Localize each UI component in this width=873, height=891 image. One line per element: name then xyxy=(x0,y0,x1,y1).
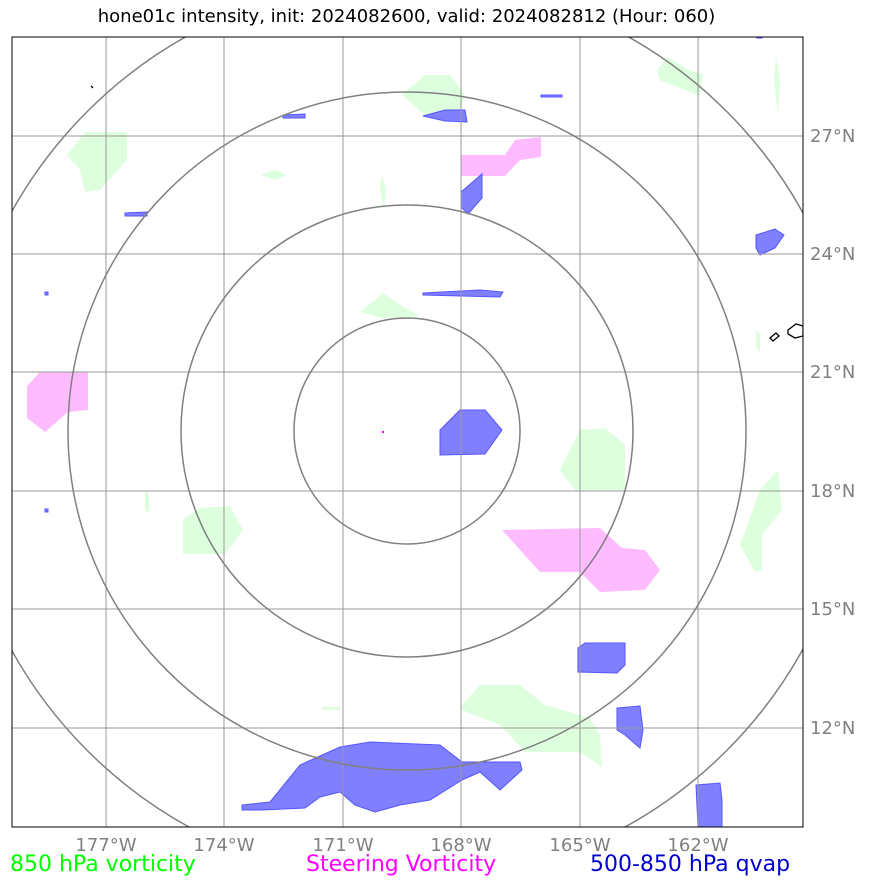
steering-vorticity-area xyxy=(502,528,660,592)
qvap-area xyxy=(422,109,468,123)
qvap-area xyxy=(241,741,523,813)
vorticity-850-area xyxy=(67,132,127,192)
qvap-area xyxy=(616,705,644,749)
steering-vorticity-area xyxy=(461,137,541,176)
vorticity-850-area xyxy=(657,57,703,96)
vorticity-850-area xyxy=(322,707,340,710)
map-title: hone01c intensity, init: 2024082600, val… xyxy=(97,6,716,27)
vorticity-850-area xyxy=(462,685,602,767)
lat-tick-label: 24°N xyxy=(810,244,855,265)
vorticity-850-area xyxy=(560,428,625,490)
lat-tick-label: 21°N xyxy=(810,362,855,383)
lat-tick-label: 12°N xyxy=(810,718,855,739)
coastlines xyxy=(90,85,803,342)
lon-tick-label: 168°W xyxy=(430,835,491,856)
qvap-area xyxy=(755,228,785,256)
latitude-tick-labels: 27°N 24°N 21°N 18°N 15°N 12°N xyxy=(810,126,855,739)
qvap-area xyxy=(124,211,148,217)
qvap-area xyxy=(44,291,49,296)
qvap-area xyxy=(460,172,483,215)
map-plot-area xyxy=(12,37,803,827)
coastline-island xyxy=(769,332,780,342)
vorticity-850-area xyxy=(756,330,760,352)
vorticity-850-area xyxy=(261,170,287,180)
lon-tick-label: 162°W xyxy=(667,835,728,856)
lon-tick-label: 174°W xyxy=(193,835,254,856)
coastline-island xyxy=(787,323,803,339)
lat-tick-label: 15°N xyxy=(810,599,855,620)
range-ring xyxy=(180,204,634,658)
lon-tick-label: 177°W xyxy=(75,835,136,856)
legend-steering-vorticity: Steering Vorticity xyxy=(306,852,497,877)
range-ring xyxy=(293,317,521,545)
range-rings xyxy=(12,37,803,827)
vorticity-850-area xyxy=(402,75,465,115)
lon-tick-label: 171°W xyxy=(312,835,373,856)
qvap-area xyxy=(695,782,723,827)
vorticity-850-fields xyxy=(67,56,782,767)
vorticity-850-area xyxy=(380,174,386,210)
qvap-area xyxy=(44,508,49,513)
vorticity-850-area xyxy=(774,56,780,115)
qvap-area xyxy=(439,409,503,456)
qvap-area xyxy=(540,94,563,98)
coastline-islet xyxy=(90,85,94,89)
lon-tick-label: 165°W xyxy=(549,835,610,856)
longitude-tick-labels: 177°W 174°W 171°W 168°W 165°W 162°W xyxy=(75,835,728,856)
range-ring xyxy=(67,91,747,771)
storm-center-marker xyxy=(382,431,384,433)
qvap-area xyxy=(422,289,504,298)
qvap-area xyxy=(577,642,626,674)
lat-tick-label: 18°N xyxy=(810,481,855,502)
steering-vorticity-fields xyxy=(27,137,660,592)
lat-tick-label: 27°N xyxy=(810,126,855,147)
vorticity-850-area xyxy=(740,470,782,572)
steering-vorticity-area xyxy=(27,372,88,432)
vorticity-850-area xyxy=(145,490,149,513)
qvap-fields xyxy=(44,37,785,827)
map-frame xyxy=(11,36,804,828)
qvap-area xyxy=(282,113,306,119)
vorticity-850-area xyxy=(360,293,420,318)
legend-qvap: 500-850 hPa qvap xyxy=(590,852,791,877)
legend-850-vorticity: 850 hPa vorticity xyxy=(10,852,196,877)
graticule xyxy=(12,37,803,827)
